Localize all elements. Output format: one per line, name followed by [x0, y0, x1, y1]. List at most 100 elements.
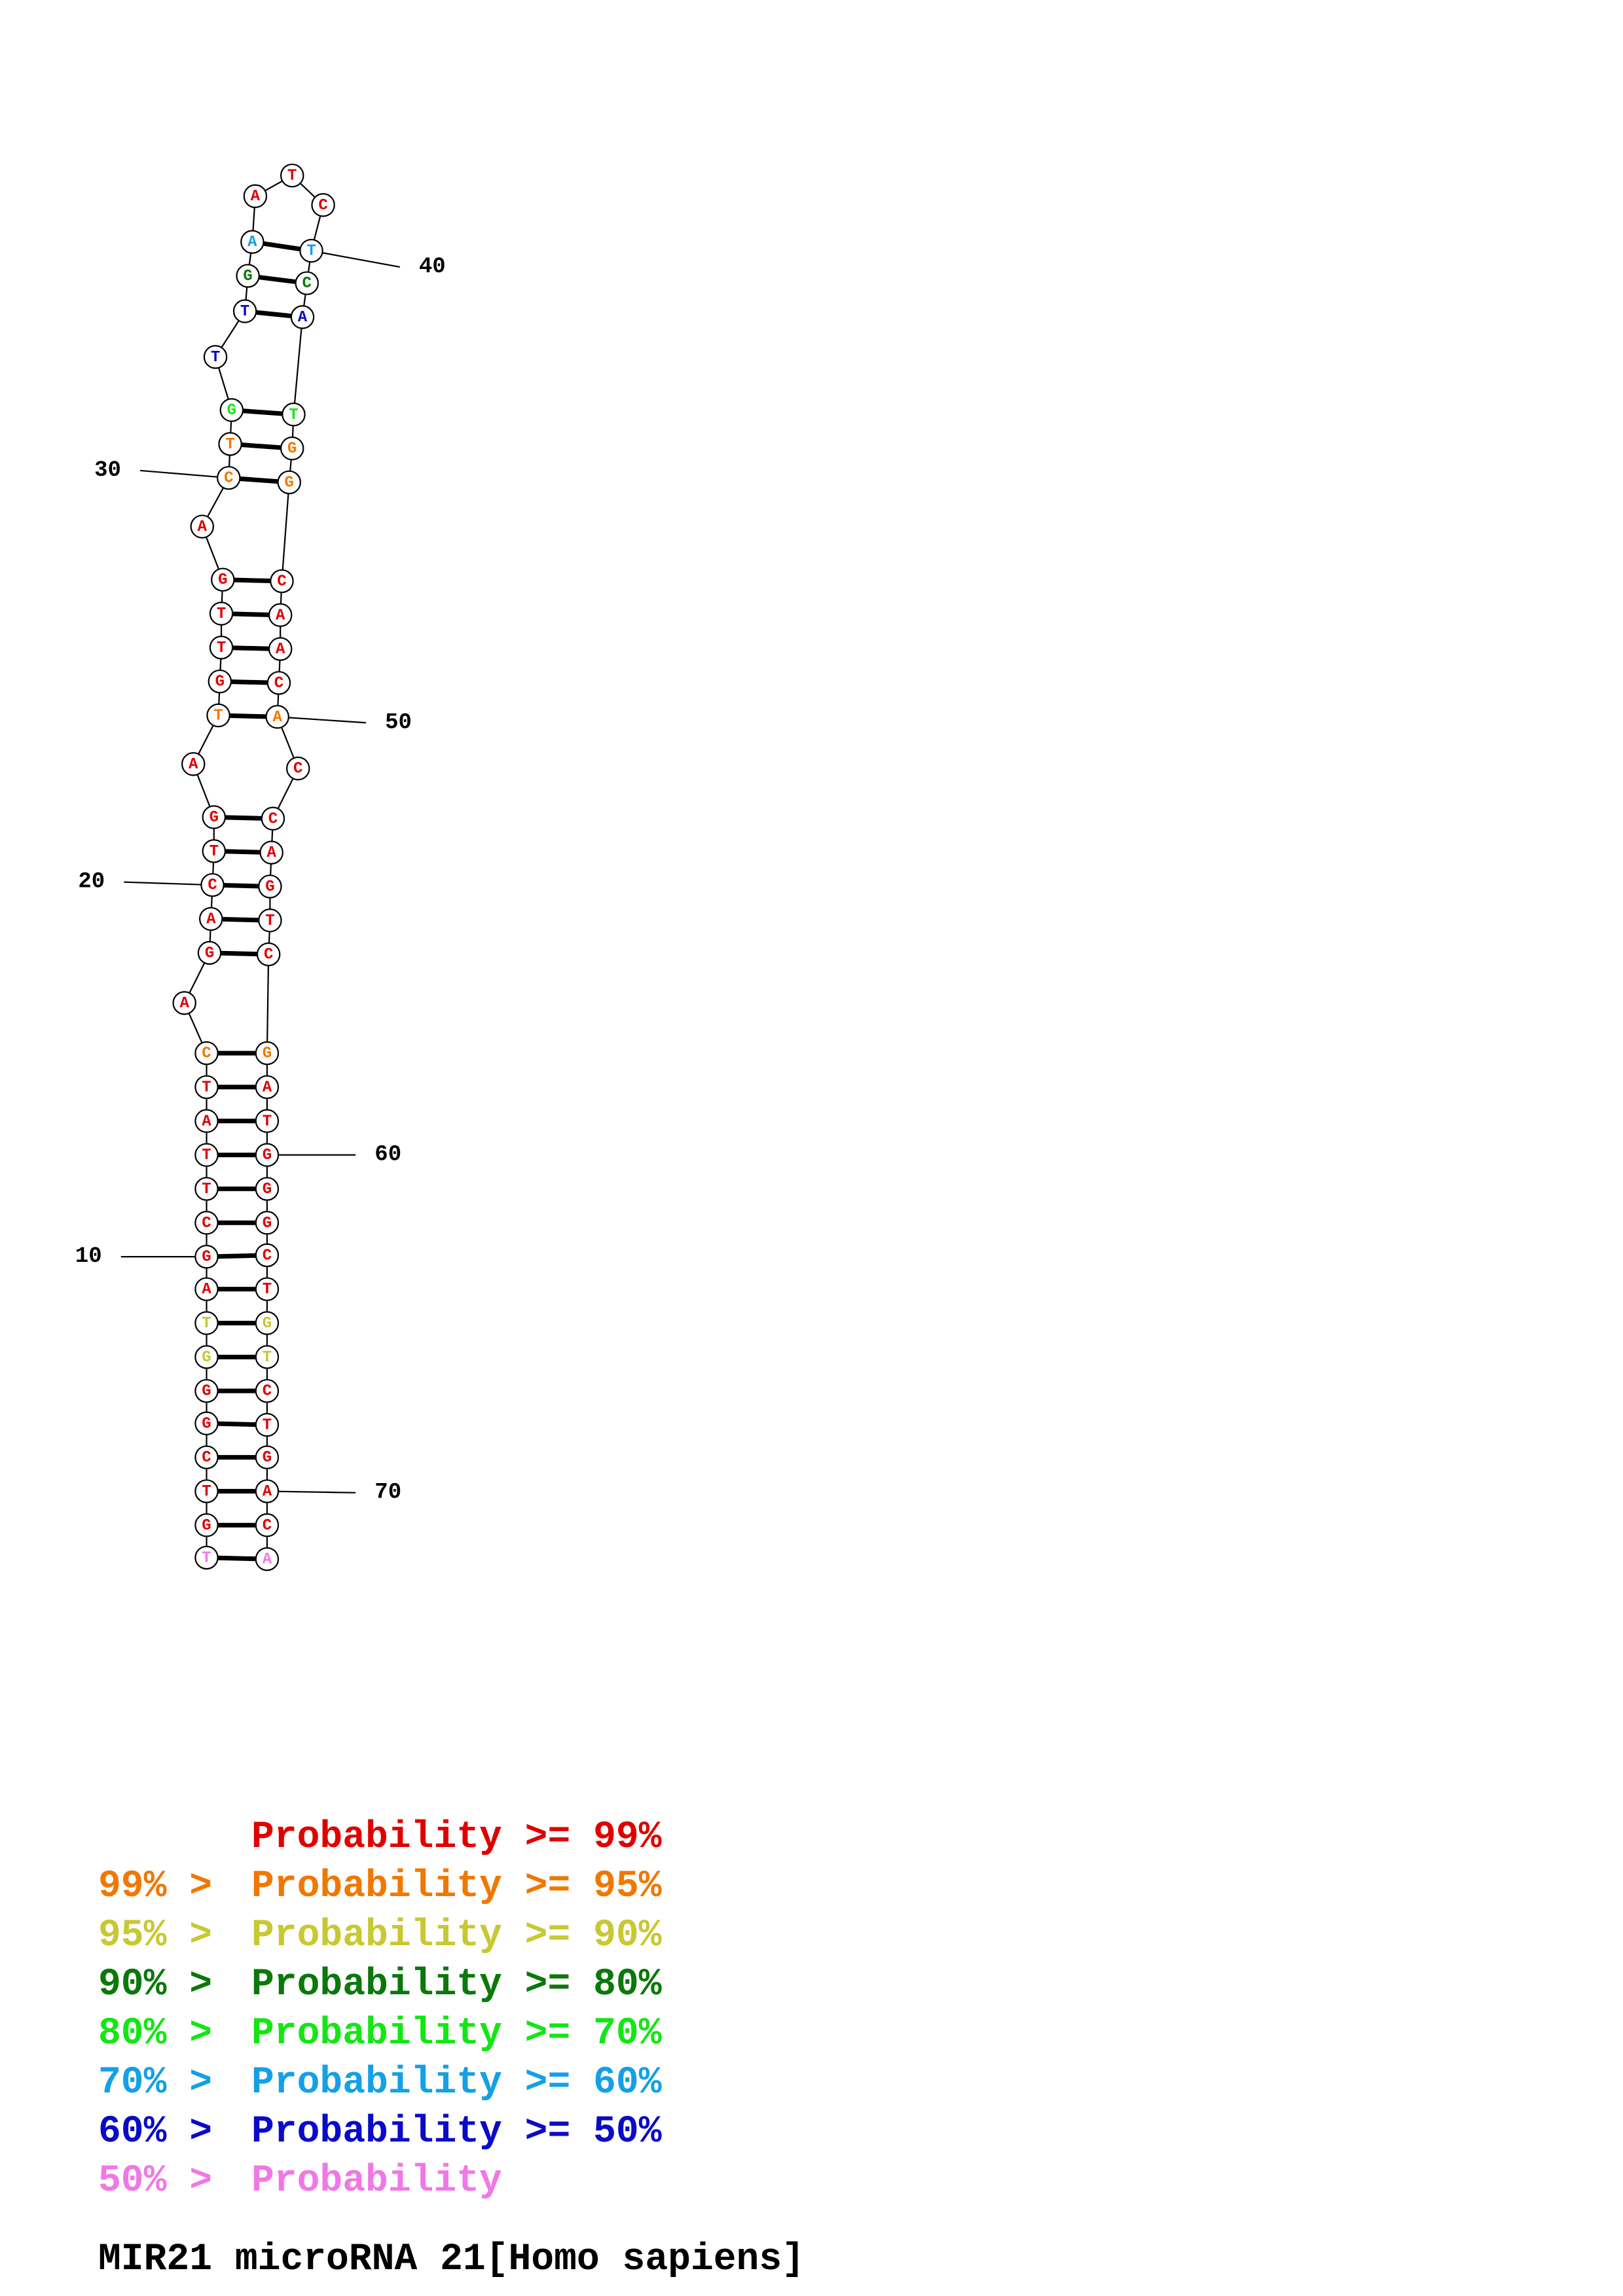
nucleotide-base: C — [268, 810, 278, 828]
nucleotide: G — [194, 1378, 219, 1403]
nucleotide-circle — [194, 1109, 219, 1133]
nucleotide-circle — [277, 470, 301, 495]
position-leader-line — [124, 881, 213, 886]
legend-prefix: 70% > — [98, 2062, 235, 2104]
legend-label: Probability — [251, 2062, 502, 2104]
nucleotide: C — [295, 271, 319, 295]
nucleotide-circle — [255, 1211, 280, 1235]
nucleotide-base: A — [251, 188, 261, 206]
nucleotide: G — [280, 436, 304, 461]
nucleotide-circle — [194, 1143, 219, 1167]
nucleotide: A — [199, 906, 223, 931]
nucleotide-circle — [219, 398, 244, 422]
nucleotide-circle — [211, 567, 235, 592]
nucleotide-base: A — [180, 995, 190, 1013]
legend-label: Probability — [251, 1914, 502, 1957]
nucleotide-base: C — [274, 675, 283, 692]
nucleotide-base: G — [263, 1315, 272, 1333]
nucleotide: G — [258, 874, 282, 899]
nucleotide: C — [270, 569, 294, 594]
nucleotide-circle — [255, 1075, 280, 1100]
nucleotide: A — [255, 1075, 280, 1100]
nucleotide-base: C — [302, 275, 312, 293]
legend-row: 50% > Probability — [98, 2157, 662, 2206]
nucleotide-circle — [255, 1109, 280, 1133]
nucleotide-circle — [255, 1041, 280, 1066]
nucleotide-base: T — [202, 1549, 211, 1567]
nucleotide-base: C — [202, 1449, 211, 1467]
nucleotide-base: A — [298, 309, 308, 327]
nucleotide-circle — [194, 1211, 219, 1235]
nucleotide-base: G — [285, 474, 294, 492]
nucleotide: C — [255, 1378, 280, 1403]
nucleotide-base: G — [263, 1181, 272, 1198]
nucleotide-circle — [243, 184, 268, 208]
legend-label: Probability — [251, 2111, 502, 2153]
legend-row: 80% > Probability >= 70% — [98, 2009, 662, 2058]
nucleotide-circle — [280, 436, 304, 461]
nucleotide: G — [255, 1445, 280, 1469]
nucleotide: G — [202, 805, 227, 829]
nucleotide-circle — [236, 264, 260, 288]
nucleotide-circle — [194, 1041, 219, 1066]
nucleotide-circle — [268, 603, 293, 627]
position-label: 40 — [419, 255, 446, 279]
nucleotide-circle — [280, 163, 304, 188]
nucleotide: C — [217, 465, 241, 490]
nucleotide-base: G — [215, 673, 225, 691]
nucleotide-base: G — [263, 1449, 272, 1467]
nucleotide-base: C — [263, 1247, 272, 1265]
nucleotide-circle — [255, 1513, 280, 1537]
nucleotide-base: T — [289, 406, 298, 424]
nucleotide-base: G — [202, 1383, 211, 1401]
legend-label: Probability — [251, 1816, 502, 1859]
nucleotide: A — [259, 840, 283, 865]
nucleotide-circle — [194, 1277, 219, 1301]
position-labels: 10 20 30 40 50 60 70 — [75, 250, 446, 1505]
position-label: 70 — [374, 1480, 401, 1505]
nucleotide-base: C — [202, 1045, 211, 1063]
legend-suffix: >= 60% — [501, 2062, 662, 2104]
nucleotide-circle — [255, 1378, 280, 1403]
nucleotide: C — [194, 1445, 219, 1469]
legend-suffix: >= 90% — [501, 1914, 662, 1957]
nucleotide-circle — [255, 1311, 280, 1335]
position-leader-line — [311, 250, 400, 268]
nucleotide-circle — [202, 805, 227, 829]
nucleotide-base: G — [210, 809, 219, 827]
nucleotide: T — [255, 1109, 280, 1133]
nucleotide-base: T — [263, 1417, 272, 1435]
nucleotide: A — [255, 1547, 280, 1571]
legend-row: 70% > Probability >= 60% — [98, 2058, 662, 2108]
nucleotide-base: T — [263, 1281, 272, 1299]
nucleotide: A — [194, 1109, 219, 1133]
nucleotide: G — [255, 1041, 280, 1066]
legend-label: Probability — [251, 2160, 502, 2202]
nucleotide-base: A — [263, 1551, 272, 1569]
nucleotide-circle — [240, 230, 264, 254]
legend-suffix: >= 80% — [501, 1964, 662, 2006]
nucleotide-circle — [194, 1311, 219, 1335]
nucleotide-base: T — [306, 243, 316, 260]
legend-suffix: >= 70% — [501, 2013, 662, 2055]
nucleotide-base: A — [272, 709, 282, 726]
nucleotide-circle — [217, 465, 241, 490]
nucleotide: G — [277, 470, 301, 495]
nucleotide-base: C — [263, 1517, 272, 1535]
nucleotide-base: T — [265, 912, 274, 930]
nucleotide: A — [255, 1479, 280, 1503]
nucleotide-circle — [255, 1412, 280, 1437]
nucleotide-base: G — [227, 402, 236, 420]
nucleotide-circle — [258, 874, 282, 899]
position-label: 60 — [374, 1143, 401, 1168]
nucleotide: C — [255, 1513, 280, 1537]
legend-prefix: 50% > — [98, 2160, 235, 2202]
nucleotide-circle — [255, 1143, 280, 1167]
nucleotide-circle — [265, 705, 289, 729]
nucleotide-circle — [256, 942, 281, 967]
nucleotide-base: G — [202, 1415, 211, 1433]
nucleotide: A — [268, 637, 293, 661]
nucleotide-base: T — [217, 605, 226, 623]
nucleotide-circle — [202, 839, 227, 863]
nucleotide-base: A — [189, 756, 198, 774]
